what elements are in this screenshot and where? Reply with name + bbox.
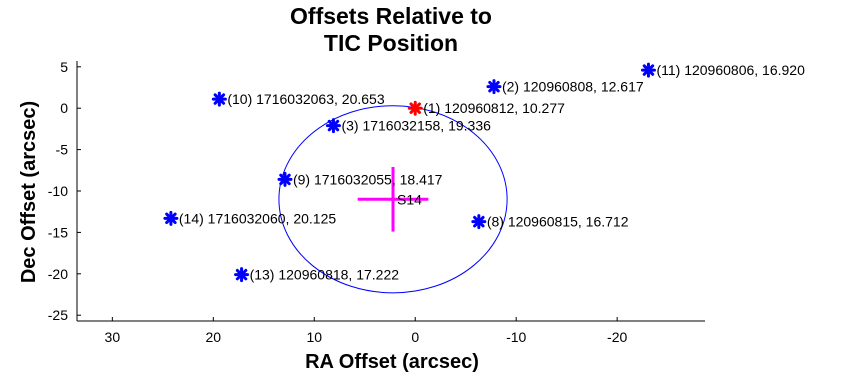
centroid-label: S14 <box>397 191 422 207</box>
star-label: (8) 120960815, 16.712 <box>487 214 629 230</box>
neighbor-star-marker <box>486 79 502 95</box>
neighbor-star-marker <box>325 118 341 134</box>
x-axis-label: RA Offset (arcsec) <box>305 351 479 373</box>
star-label: (10) 1716032063, 20.653 <box>227 91 384 107</box>
star-label: (1) 120960812, 10.277 <box>423 100 565 116</box>
star-label: (3) 1716032158, 19.336 <box>341 118 491 134</box>
neighbor-star-marker <box>163 210 179 226</box>
star-label: (9) 1716032055, 18.417 <box>293 171 443 187</box>
star-label: (14) 1716032060, 20.125 <box>179 210 336 226</box>
y-tick-label: -10 <box>48 183 68 199</box>
y-tick-label: 0 <box>60 100 68 116</box>
x-tick-label: 30 <box>105 329 121 345</box>
star-label: (2) 120960808, 12.617 <box>502 79 644 95</box>
aperture-circle <box>278 105 508 294</box>
star-label: (13) 120960818, 17.222 <box>250 267 400 283</box>
x-tick-label: -10 <box>506 329 526 345</box>
x-tick-label: 10 <box>306 329 322 345</box>
x-tick-label: -20 <box>607 329 627 345</box>
neighbor-star-marker <box>211 91 227 107</box>
y-tick-label: -5 <box>56 142 69 158</box>
x-tick-label: 0 <box>411 329 419 345</box>
y-axis-label: Dec Offset (arcsec) <box>18 101 40 283</box>
neighbor-star-marker <box>640 62 656 78</box>
plot-area: 30 20 10 0 -10 -20 5 0 -5 -10 -15 -20 -25 S14 (1) 1209… <box>48 59 805 345</box>
chart-title-line-2: TIC Position <box>324 30 458 56</box>
y-tick-label: -15 <box>48 224 68 240</box>
y-tick-label: -25 <box>48 307 68 323</box>
neighbor-star-marker <box>471 214 487 230</box>
target-star-marker <box>407 100 423 116</box>
y-tick-label: -20 <box>48 266 68 282</box>
chart-title-line-1: Offsets Relative to <box>290 3 492 29</box>
neighbor-star-marker <box>234 267 250 283</box>
star-label: (11) 120960806, 16.920 <box>656 62 805 78</box>
y-tick-label: 5 <box>60 59 68 75</box>
x-tick-label: 20 <box>206 329 222 345</box>
neighbor-star-marker <box>277 171 293 187</box>
